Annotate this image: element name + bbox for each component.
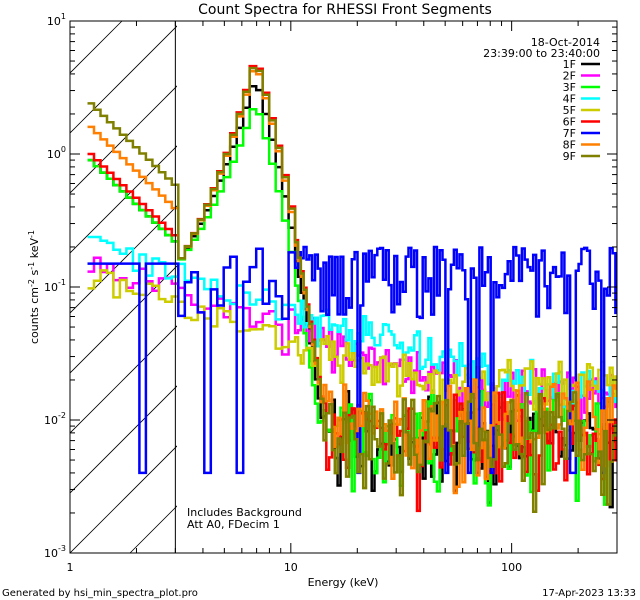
y-tick-exponent: -3 <box>58 544 66 553</box>
y-tick-base: 10 <box>47 15 61 28</box>
y-tick-base: 10 <box>44 547 58 560</box>
y-tick-label: 101 <box>47 12 66 28</box>
chart-title: Count Spectra for RHESSI Front Segments <box>198 2 492 18</box>
y-tick-label: 10-3 <box>44 544 66 560</box>
hatch-line <box>70 205 177 314</box>
y-label-exponent: -1 <box>27 262 36 270</box>
hatch-line <box>0 21 2 553</box>
date-label: 18-Oct-2014 <box>531 36 600 49</box>
legend-label: 4F <box>563 93 576 106</box>
annotation-attenuator: Att A0, FDecim 1 <box>187 518 280 531</box>
y-axis-label: counts cm-2 s-1 keV-1 <box>27 230 42 344</box>
x-tick-label: 10 <box>284 561 298 574</box>
x-tick-label: 1 <box>67 561 74 574</box>
legend-label: 2F <box>563 70 576 83</box>
y-label-exponent: -1 <box>27 230 36 238</box>
legend-label: 9F <box>563 150 576 163</box>
series-group <box>87 64 617 513</box>
y-tick-base: 10 <box>44 281 58 294</box>
legend-label: 3F <box>563 81 576 94</box>
footer-generated-by: Generated by hsi_min_spectra_plot.pro <box>2 588 198 599</box>
x-axis-label: Energy (keV) <box>308 576 379 589</box>
x-axis-ticks: 1 10 100 <box>67 21 618 574</box>
annotation-background: Includes Background <box>187 506 302 519</box>
y-tick-exponent: 1 <box>61 12 66 21</box>
y-label-part: s <box>28 269 41 278</box>
y-tick-exponent: -1 <box>58 278 66 287</box>
y-tick-exponent: 0 <box>61 145 66 154</box>
time-range-label: 23:39:00 to 23:40:00 <box>483 47 600 60</box>
legend-label: 7F <box>563 127 576 140</box>
legend-label: 1F <box>563 58 576 71</box>
y-tick-base: 10 <box>47 148 61 161</box>
y-label-exponent: -2 <box>27 279 36 287</box>
y-tick-label: 10-1 <box>44 278 66 294</box>
series-line-9F <box>87 66 617 513</box>
y-tick-exponent: -2 <box>58 411 66 420</box>
hatch-line <box>70 385 177 494</box>
y-label-part: keV <box>28 238 41 262</box>
y-tick-label: 100 <box>47 145 66 161</box>
hatch-line <box>70 21 123 74</box>
legend-label: 5F <box>563 104 576 117</box>
legend-label: 8F <box>563 139 576 152</box>
y-label-part: counts cm <box>28 287 41 344</box>
legend-label: 6F <box>563 116 576 129</box>
y-tick-label: 10-2 <box>44 411 66 427</box>
hatch-line <box>70 85 177 194</box>
footer-timestamp: 17-Apr-2023 13:33 <box>542 588 636 599</box>
y-tick-base: 10 <box>44 414 58 427</box>
series-line-7F <box>87 245 617 475</box>
hatch-line <box>70 445 177 553</box>
series-line-5F <box>87 269 617 411</box>
x-tick-label: 100 <box>501 561 522 574</box>
